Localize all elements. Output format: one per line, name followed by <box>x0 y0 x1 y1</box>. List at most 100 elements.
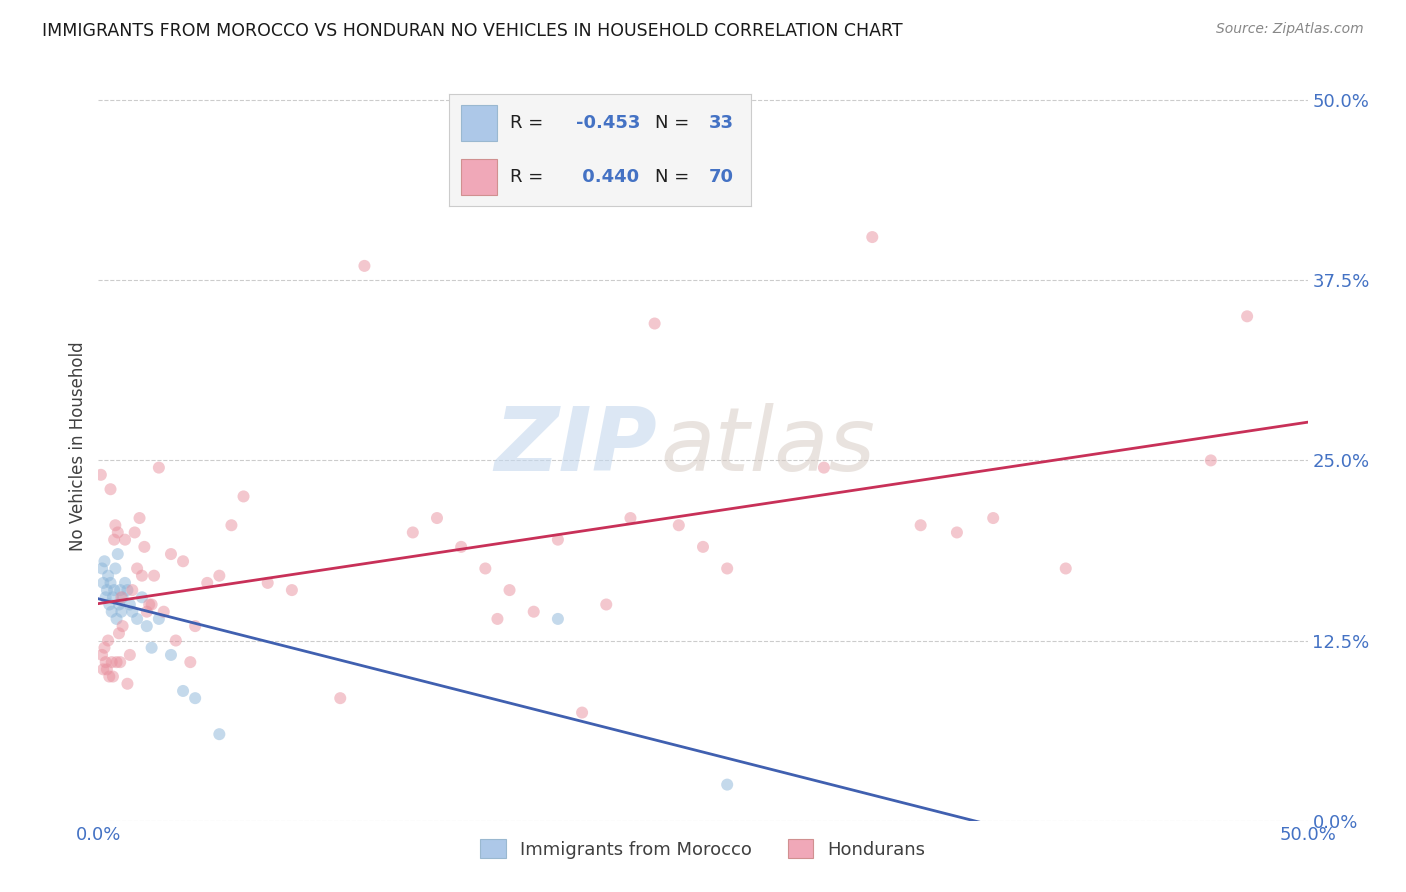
Point <box>208 727 231 741</box>
Point <box>813 460 835 475</box>
Point <box>90 467 112 482</box>
Point <box>111 619 134 633</box>
Point <box>329 691 352 706</box>
Point <box>1199 453 1222 467</box>
Point <box>103 583 125 598</box>
Point <box>128 511 150 525</box>
Point <box>232 490 254 504</box>
Point <box>107 547 129 561</box>
Point <box>716 561 738 575</box>
Point <box>498 583 520 598</box>
Point <box>619 511 641 525</box>
Point <box>91 561 114 575</box>
Text: ZIP: ZIP <box>495 402 657 490</box>
Point <box>595 598 617 612</box>
Point <box>547 533 569 547</box>
Point <box>474 561 496 575</box>
Point <box>692 540 714 554</box>
Point <box>100 655 122 669</box>
Point <box>100 605 122 619</box>
Point <box>131 568 153 582</box>
Point <box>105 612 128 626</box>
Point <box>114 575 136 590</box>
Point <box>143 568 166 582</box>
Point <box>108 626 131 640</box>
Point <box>110 591 132 605</box>
Point <box>118 598 141 612</box>
Point <box>208 568 231 582</box>
Point <box>108 583 131 598</box>
Point <box>97 568 120 582</box>
Point <box>110 605 132 619</box>
Point <box>127 561 149 575</box>
Point <box>93 554 115 568</box>
Point <box>91 575 114 590</box>
Y-axis label: No Vehicles in Household: No Vehicles in Household <box>69 341 87 551</box>
Point <box>981 511 1004 525</box>
Point <box>111 591 134 605</box>
Point <box>94 591 117 605</box>
Point <box>716 778 738 792</box>
Point <box>135 605 157 619</box>
Point <box>426 511 449 525</box>
Point <box>101 669 124 683</box>
Point <box>353 259 375 273</box>
Point <box>121 583 143 598</box>
Point <box>184 619 207 633</box>
Point <box>148 460 170 475</box>
Point <box>103 533 125 547</box>
Point <box>281 583 304 598</box>
Point <box>910 518 932 533</box>
Point <box>98 598 121 612</box>
Point <box>100 575 122 590</box>
Point <box>104 518 127 533</box>
Point <box>100 482 122 496</box>
Point <box>114 533 136 547</box>
Point <box>184 691 207 706</box>
Point <box>104 561 127 575</box>
Text: IMMIGRANTS FROM MOROCCO VS HONDURAN NO VEHICLES IN HOUSEHOLD CORRELATION CHART: IMMIGRANTS FROM MOROCCO VS HONDURAN NO V… <box>42 22 903 40</box>
Point <box>1236 310 1258 324</box>
Point <box>668 518 690 533</box>
Point <box>402 525 425 540</box>
Point <box>141 598 163 612</box>
Point <box>450 540 472 554</box>
Point <box>107 525 129 540</box>
Point <box>1054 561 1077 575</box>
Point <box>131 591 153 605</box>
Point <box>486 612 509 626</box>
Point <box>121 605 143 619</box>
Point <box>127 612 149 626</box>
Point <box>117 583 139 598</box>
Point <box>160 547 183 561</box>
Point <box>547 612 569 626</box>
Point <box>946 525 969 540</box>
Text: Source: ZipAtlas.com: Source: ZipAtlas.com <box>1216 22 1364 37</box>
Point <box>148 612 170 626</box>
Point <box>165 633 187 648</box>
Point <box>134 540 156 554</box>
Point <box>91 648 114 662</box>
Point <box>108 598 131 612</box>
Point <box>138 598 160 612</box>
Point <box>160 648 183 662</box>
Point <box>97 633 120 648</box>
Point <box>571 706 593 720</box>
Point <box>124 525 146 540</box>
Point <box>93 640 115 655</box>
Point <box>91 662 114 676</box>
Point <box>101 591 124 605</box>
Point <box>135 619 157 633</box>
Point <box>221 518 243 533</box>
Point <box>523 605 546 619</box>
Point <box>105 655 128 669</box>
Point <box>118 648 141 662</box>
Point <box>172 554 194 568</box>
Text: atlas: atlas <box>661 403 876 489</box>
Point <box>117 677 139 691</box>
Point <box>644 317 666 331</box>
Point <box>108 655 131 669</box>
Point <box>141 640 163 655</box>
Point <box>172 684 194 698</box>
Point <box>96 662 118 676</box>
